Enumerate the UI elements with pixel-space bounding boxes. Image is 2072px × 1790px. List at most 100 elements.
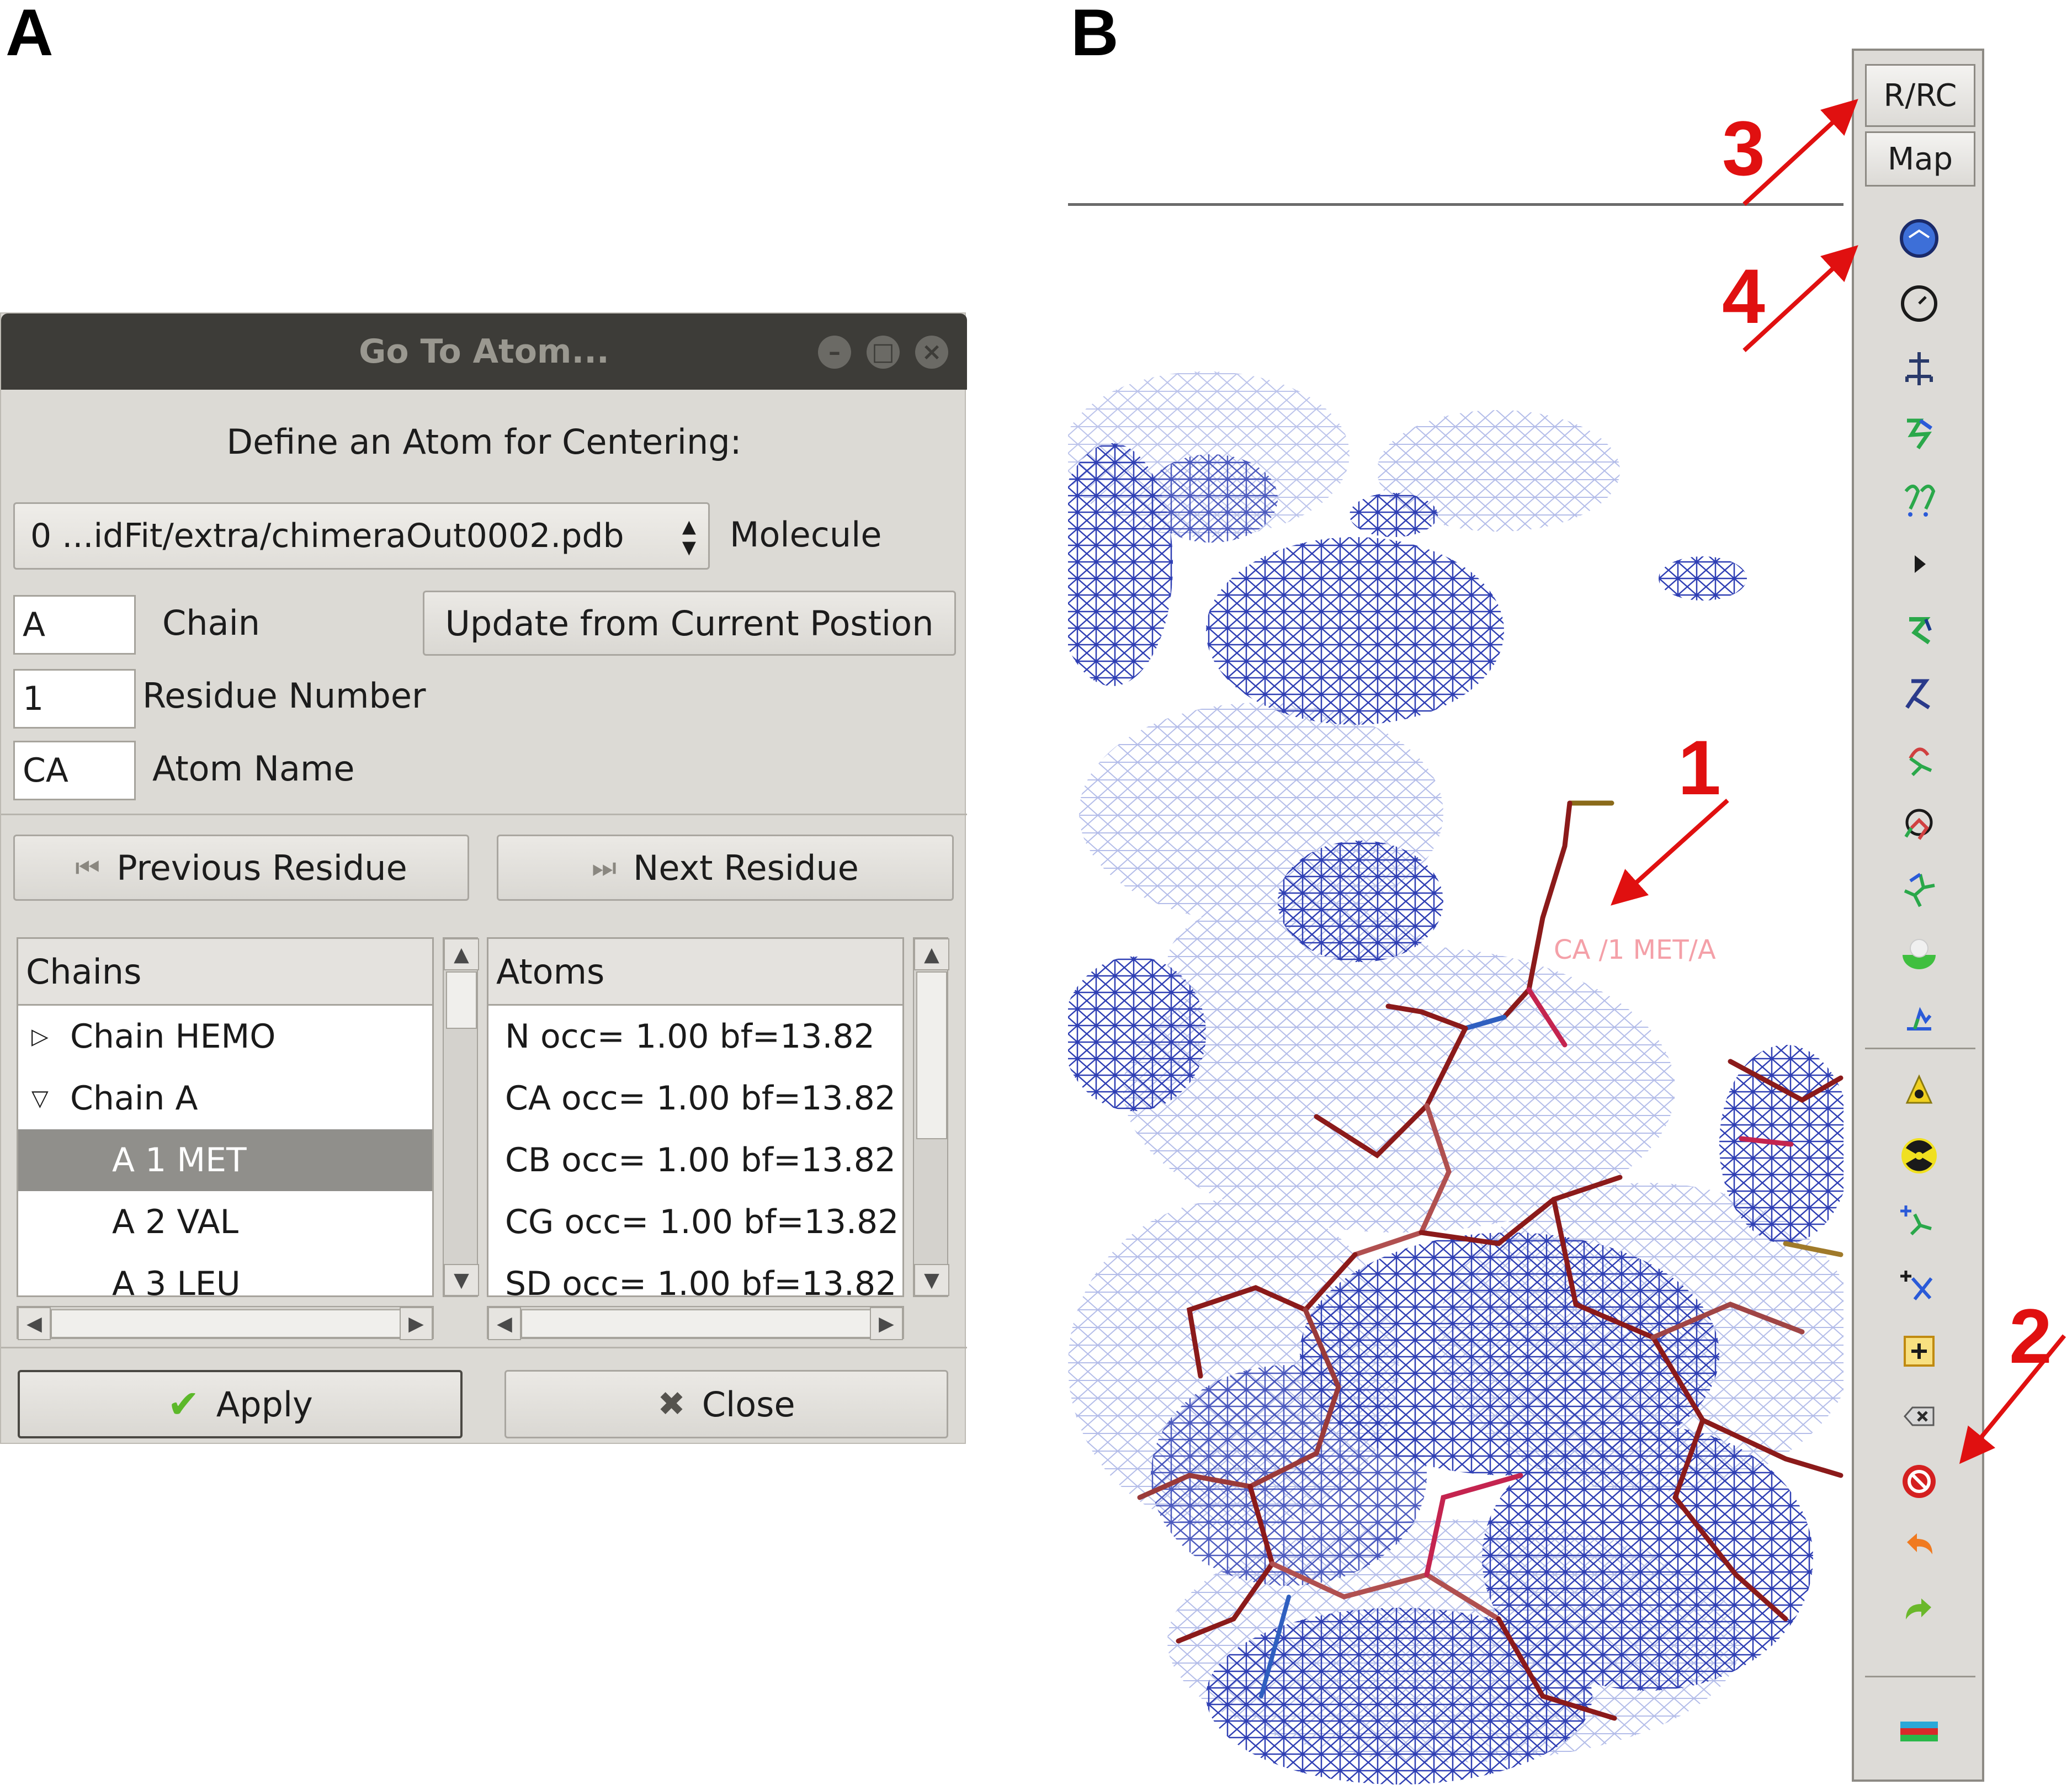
collapse-arrow-icon[interactable]: ▽ bbox=[31, 1086, 49, 1111]
redo-icon[interactable] bbox=[1886, 1584, 1952, 1639]
minimize-icon[interactable]: – bbox=[818, 336, 851, 369]
scroll-thumb[interactable] bbox=[51, 1309, 401, 1338]
scroll-thumb[interactable] bbox=[521, 1309, 871, 1338]
expand-arrow-icon[interactable] bbox=[1886, 537, 1952, 592]
chains-header[interactable]: Chains bbox=[18, 939, 432, 1006]
torsion-general-icon[interactable] bbox=[1886, 797, 1952, 852]
clear-icon[interactable] bbox=[1886, 1389, 1952, 1444]
mutate-icon[interactable] bbox=[1886, 992, 1952, 1048]
undo-icon[interactable] bbox=[1886, 1519, 1952, 1574]
toolbar-separator bbox=[1865, 1676, 1975, 1677]
scroll-thumb[interactable] bbox=[916, 971, 947, 1139]
update-from-current-position-button[interactable]: Update from Current Postion bbox=[423, 591, 956, 656]
close-button[interactable]: ✖ Close bbox=[504, 1370, 948, 1438]
callout-number-3: 3 bbox=[1722, 105, 1765, 192]
auto-fit-rotamer-icon[interactable] bbox=[1886, 1063, 1952, 1118]
skip-back-icon: ⏮ bbox=[75, 851, 100, 884]
regularize-icon[interactable] bbox=[1886, 276, 1952, 331]
go-to-atom-dialog: Go To Atom... – □ × Define an Atom for C… bbox=[0, 312, 967, 1444]
atom-label-in-view: CA /1 MET/A bbox=[1554, 934, 1716, 965]
chains-tree[interactable]: Chains ▷ Chain HEMO ▽ Chain A A 1 MET A … bbox=[17, 937, 434, 1297]
tree-row-selected[interactable]: A 1 MET bbox=[18, 1129, 432, 1191]
scroll-up-icon[interactable]: ▲ bbox=[444, 938, 479, 970]
atom-row[interactable]: CA occ= 1.00 bf=13.82 bbox=[505, 1079, 896, 1118]
rigid-body-fit-icon[interactable] bbox=[1886, 341, 1952, 396]
rrc-button[interactable]: R/RC bbox=[1865, 64, 1975, 127]
radiation-icon[interactable] bbox=[1886, 1128, 1952, 1183]
tree-row-residue[interactable]: A 2 VAL bbox=[112, 1203, 239, 1241]
callout-number-2: 2 bbox=[2009, 1293, 2052, 1379]
chain-input[interactable]: A bbox=[13, 595, 136, 655]
molecule-select[interactable]: 0 ...idFit/extra/chimeraOut0002.pdb ▴ ▾ bbox=[13, 502, 710, 570]
molecule-graphics-view[interactable]: CA /1 MET/A bbox=[1068, 203, 1843, 1790]
atom-row[interactable]: SD occ= 1.00 bf=13.82 bbox=[505, 1265, 897, 1297]
scroll-right-icon[interactable]: ▶ bbox=[400, 1307, 433, 1340]
scroll-up-icon[interactable]: ▲ bbox=[914, 938, 949, 970]
model-bonds bbox=[1137, 800, 1843, 1721]
expand-arrow-icon[interactable]: ▷ bbox=[31, 1024, 49, 1049]
close-x-icon: ✖ bbox=[657, 1385, 686, 1423]
atom-name-input[interactable]: CA bbox=[13, 741, 136, 800]
side-by-side-icon[interactable] bbox=[1886, 927, 1952, 982]
atoms-horizontal-scrollbar[interactable]: ◀ ▶ bbox=[487, 1306, 904, 1340]
tree-row-label: Chain HEMO bbox=[70, 1017, 276, 1056]
atom-row[interactable]: CB occ= 1.00 bf=13.82 bbox=[505, 1141, 896, 1180]
real-space-refine-icon[interactable] bbox=[1886, 406, 1952, 461]
apply-button[interactable]: ✔ Apply bbox=[18, 1370, 463, 1438]
scroll-down-icon[interactable]: ▼ bbox=[444, 1264, 479, 1296]
coot-main-toolbar: R/RC Map bbox=[1852, 49, 1984, 1782]
chains-horizontal-scrollbar[interactable]: ◀ ▶ bbox=[17, 1306, 434, 1340]
atom-row[interactable]: N occ= 1.00 bf=13.82 bbox=[505, 1017, 875, 1056]
add-terminal-icon[interactable] bbox=[1886, 1193, 1952, 1249]
residue-number-input[interactable]: 1 bbox=[13, 669, 136, 729]
skip-forward-icon: ⏭ bbox=[592, 851, 617, 884]
density-map bbox=[1068, 371, 1843, 1784]
title-bar[interactable] bbox=[1, 314, 967, 390]
scroll-left-icon[interactable]: ◀ bbox=[488, 1307, 521, 1340]
spinner-arrows-icon: ▴ ▾ bbox=[682, 509, 696, 562]
close-label: Close bbox=[702, 1384, 795, 1425]
map-button[interactable]: Map bbox=[1865, 131, 1975, 187]
tree-row-chain-hemo[interactable]: ▷ Chain HEMO bbox=[18, 1006, 432, 1067]
rotamer-icon[interactable] bbox=[1886, 602, 1952, 657]
callout-arrow-4 bbox=[1742, 245, 1858, 352]
molecule-label: Molecule bbox=[730, 514, 882, 555]
callout-arrow-1 bbox=[1611, 799, 1729, 906]
display-manager-icon[interactable] bbox=[1886, 1704, 1952, 1760]
atoms-header[interactable]: Atoms bbox=[488, 939, 902, 1006]
separator bbox=[1, 814, 967, 815]
separator bbox=[1, 1347, 967, 1348]
pepflip-icon[interactable] bbox=[1886, 862, 1952, 917]
callout-arrow-2 bbox=[1959, 1334, 2066, 1464]
atom-row[interactable]: CG occ= 1.00 bf=13.82 bbox=[505, 1203, 899, 1241]
scroll-down-icon[interactable]: ▼ bbox=[914, 1264, 949, 1296]
tree-row-chain-a[interactable]: ▽ Chain A bbox=[18, 1067, 432, 1129]
scroll-thumb[interactable] bbox=[446, 971, 477, 1029]
flip-peptide-icon[interactable] bbox=[1886, 667, 1952, 722]
toolbar-separator bbox=[1865, 1048, 1975, 1049]
scroll-right-icon[interactable]: ▶ bbox=[870, 1307, 903, 1340]
next-residue-button[interactable]: ⏭ Next Residue bbox=[497, 835, 954, 901]
atoms-list[interactable]: Atoms N occ= 1.00 bf=13.82 CA occ= 1.00 … bbox=[487, 937, 904, 1297]
refine-zone-icon[interactable] bbox=[1886, 211, 1952, 266]
tool-icon-column bbox=[1886, 211, 1952, 1048]
scroll-left-icon[interactable]: ◀ bbox=[18, 1307, 51, 1340]
delete-icon[interactable] bbox=[1886, 1454, 1952, 1509]
apply-label: Apply bbox=[216, 1384, 313, 1425]
next-residue-label: Next Residue bbox=[633, 847, 859, 888]
sphere-refine-icon[interactable] bbox=[1886, 471, 1952, 527]
add-alt-conf-icon[interactable] bbox=[1886, 1324, 1952, 1379]
previous-residue-button[interactable]: ⏮ Previous Residue bbox=[13, 835, 469, 901]
callout-number-4: 4 bbox=[1722, 253, 1765, 339]
density-mesh-dark bbox=[1068, 443, 1843, 1784]
chains-vertical-scrollbar[interactable]: ▲ ▼ bbox=[443, 937, 479, 1297]
callout-number-1: 1 bbox=[1678, 724, 1721, 811]
tool-icon-column-lower bbox=[1886, 1063, 1952, 1639]
chi-angles-icon[interactable] bbox=[1886, 732, 1952, 787]
atoms-vertical-scrollbar[interactable]: ▲ ▼ bbox=[913, 937, 949, 1297]
maximize-icon[interactable]: □ bbox=[867, 336, 900, 369]
close-window-icon[interactable]: × bbox=[915, 336, 948, 369]
add-atom-icon[interactable] bbox=[1886, 1258, 1952, 1314]
tree-row-residue[interactable]: A 3 LEU bbox=[112, 1265, 241, 1297]
